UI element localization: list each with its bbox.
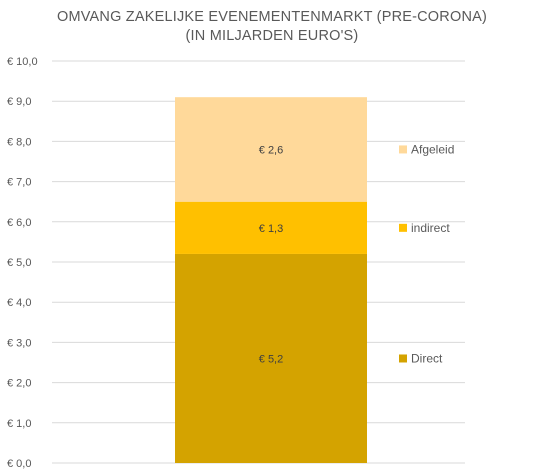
y-tick-label: € 3,0 xyxy=(7,337,31,349)
bar-segment-direct xyxy=(175,253,367,463)
y-tick-label: € 4,0 xyxy=(7,297,31,309)
y-tick-label: € 2,0 xyxy=(7,378,31,390)
legend-swatch-indirect xyxy=(399,223,407,232)
y-axis-tick-labels: € 0,0 € 1,0 € 2,0 € 3,0 € 4,0 € 5,0 € 6,0 € 7,0… xyxy=(7,56,38,470)
legend-label-direct: Direct xyxy=(411,351,443,365)
y-tick-label: € 6,0 xyxy=(7,217,31,229)
data-label-indirect: € 1,3 xyxy=(259,223,283,235)
y-tick-label: € 7,0 xyxy=(7,177,31,189)
y-tick-label: € 8,0 xyxy=(7,136,31,148)
legend-swatch-direct xyxy=(399,354,407,363)
legend-label-afgeleid: Afgeleid xyxy=(411,142,454,156)
data-label-direct: € 5,2 xyxy=(259,353,283,365)
data-labels: € 5,2 € 1,3 € 2,6 xyxy=(259,144,283,365)
legend-label-indirect: indirect xyxy=(411,221,450,235)
legend-swatch-afgeleid xyxy=(399,145,407,154)
chart-title-line-1: OMVANG ZAKELIJKE EVENEMENTENMARKT (PRE-C… xyxy=(56,9,488,25)
y-tick-label: € 9,0 xyxy=(7,96,31,108)
chart-title-line-2: (IN MILJARDEN EURO'S) xyxy=(185,28,359,44)
y-tick-label: € 10,0 xyxy=(7,56,38,68)
bar-segment-indirect xyxy=(175,201,367,254)
legend: Afgeleid indirect Direct xyxy=(399,142,454,365)
bar-segment-afgeleid xyxy=(175,97,367,202)
y-tick-label: € 5,0 xyxy=(7,257,31,269)
stacked-bar xyxy=(175,97,367,463)
chart-title: OMVANG ZAKELIJKE EVENEMENTENMARKT (PRE-C… xyxy=(0,8,544,46)
data-label-afgeleid: € 2,6 xyxy=(259,144,283,156)
y-tick-label: € 1,0 xyxy=(7,418,31,430)
y-tick-label: € 0,0 xyxy=(7,458,31,470)
